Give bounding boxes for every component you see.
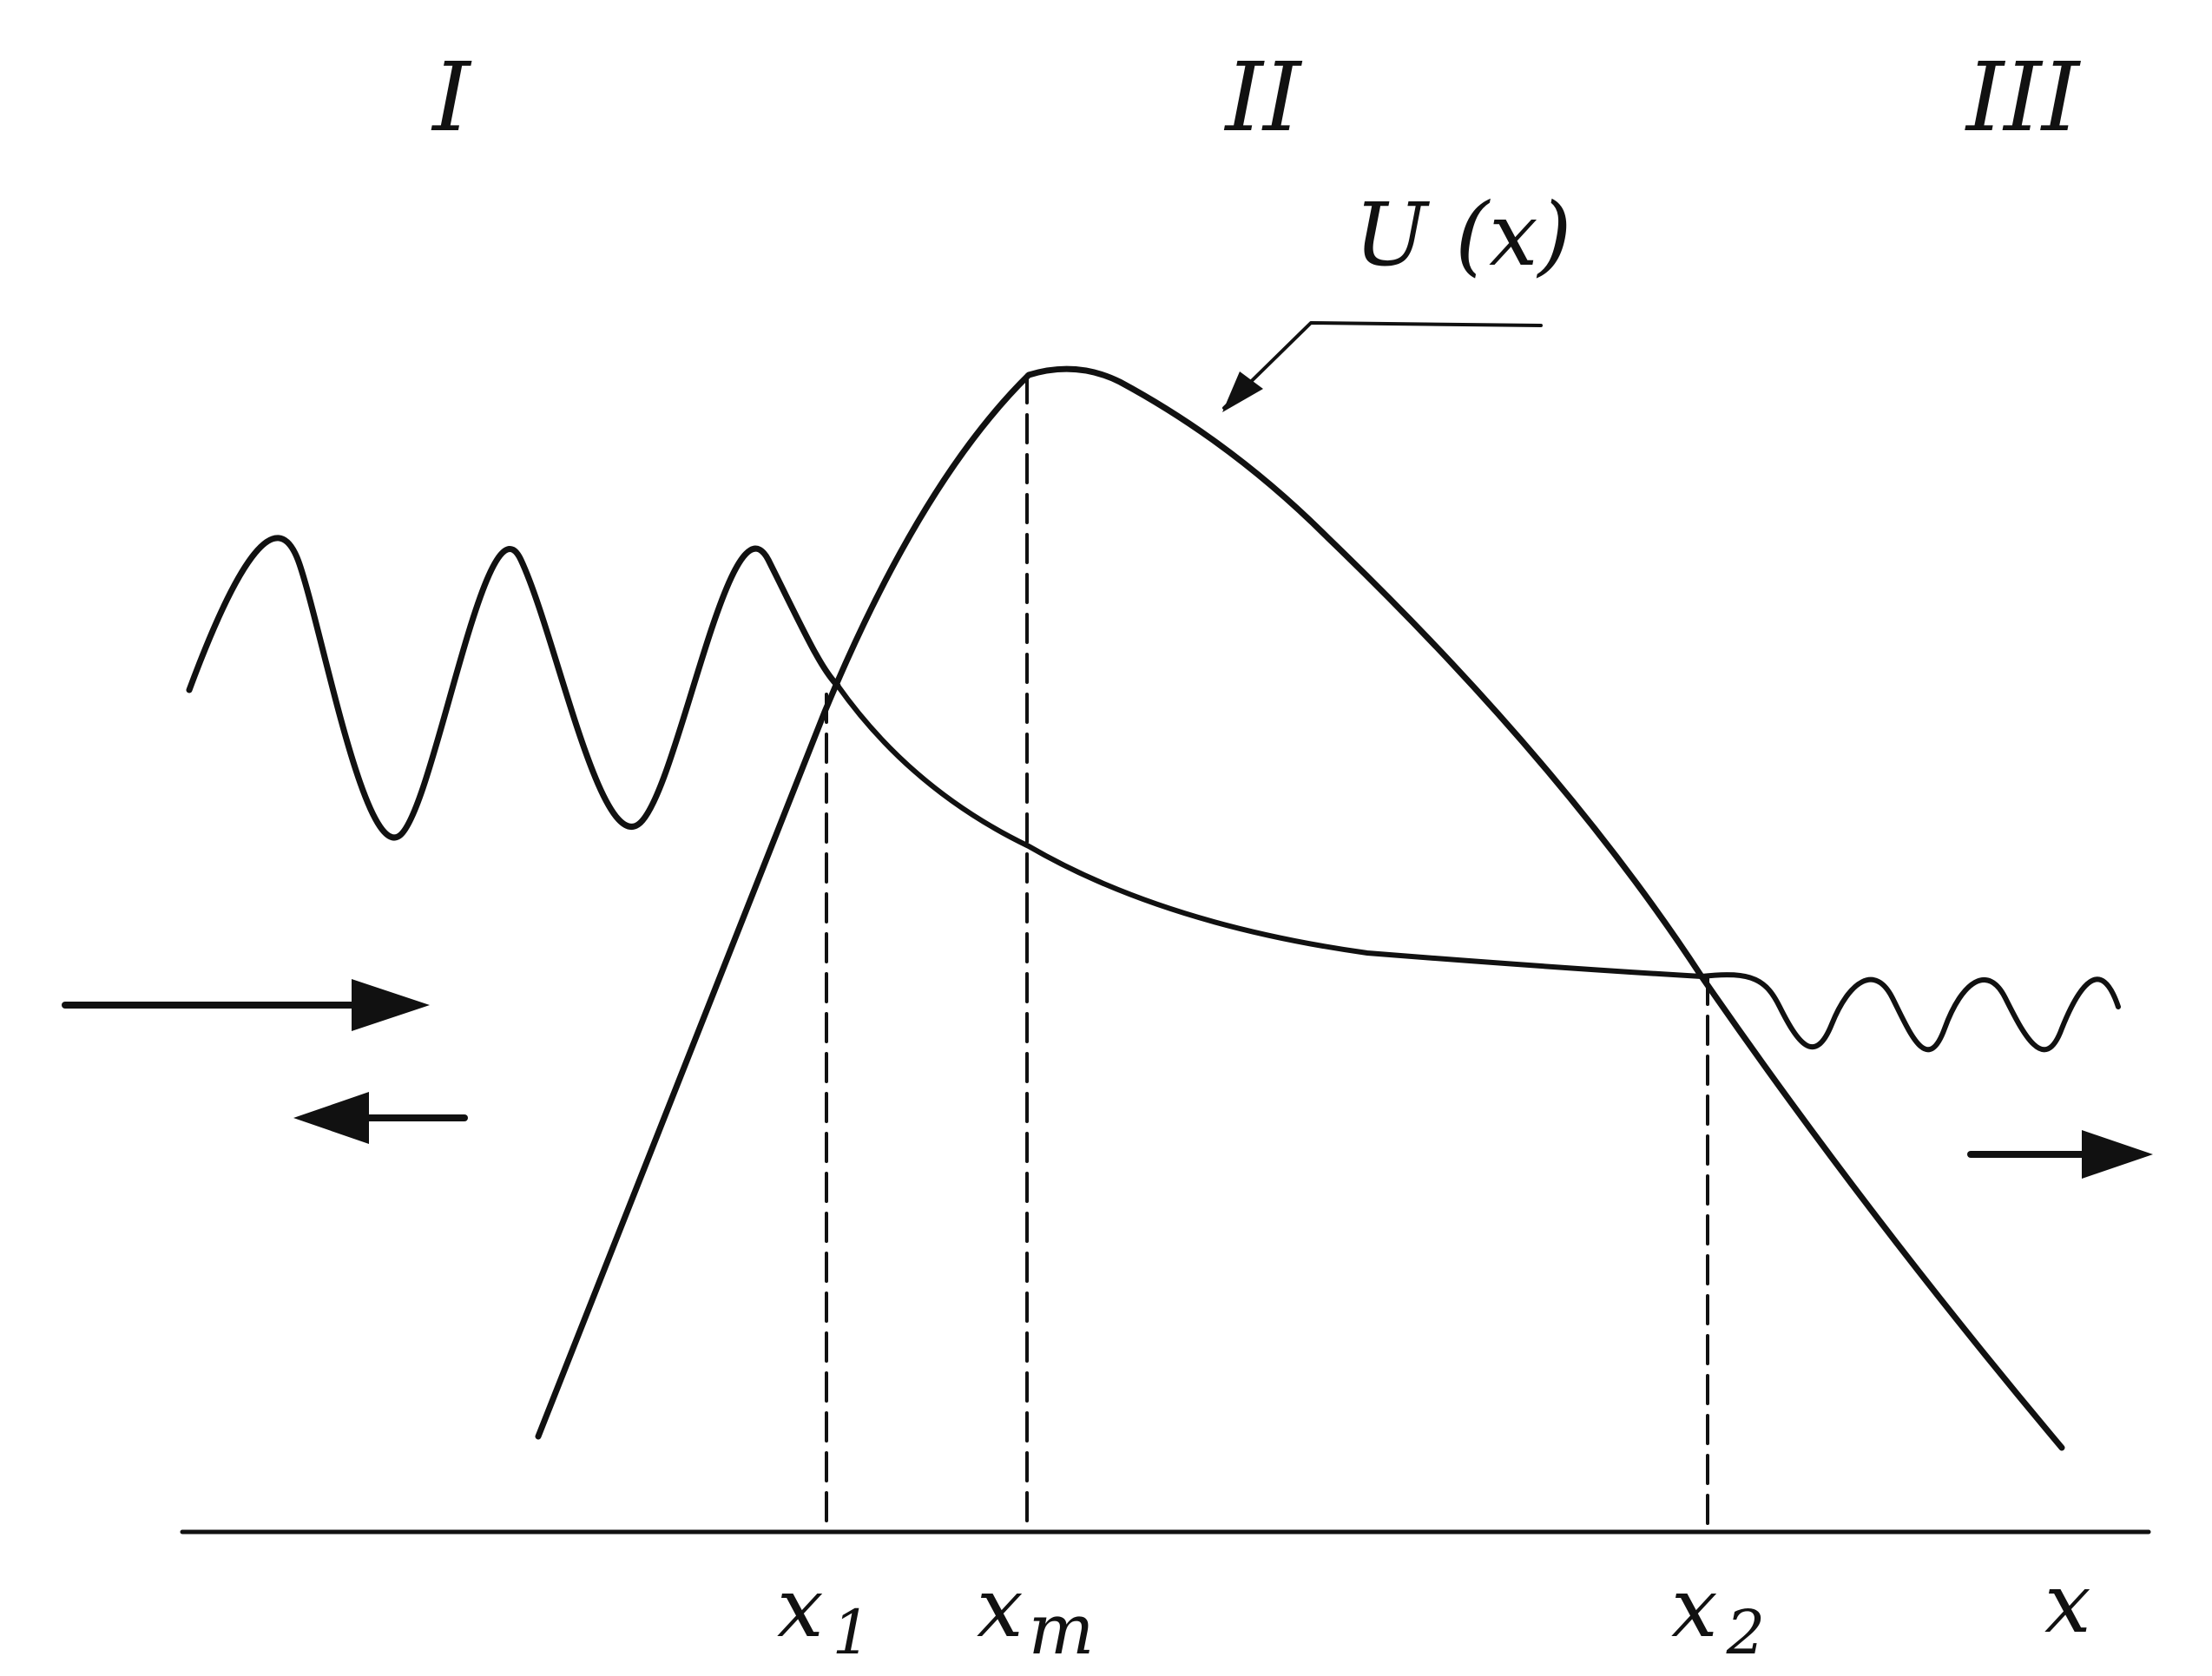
transmitted-wave-arrow — [1967, 1130, 2153, 1179]
curve-label-leader — [1222, 321, 1543, 410]
xm-label: xm — [977, 1561, 1094, 1670]
x2-label-base: x — [1671, 1561, 1718, 1656]
xm-label-sub: m — [1029, 1589, 1095, 1670]
wave-function-region-1 — [186, 535, 841, 841]
wave-function-region-3 — [1699, 972, 2121, 1053]
potential-barrier-curve — [535, 365, 2065, 1451]
x1-label-base: x — [777, 1561, 824, 1656]
x-axis-label: x — [2044, 1556, 2091, 1652]
curve-label-leader-arrowhead — [1222, 371, 1263, 412]
region-label-1: I — [431, 42, 472, 153]
reflected-wave-arrow — [293, 1092, 468, 1144]
incident-wave-arrow — [62, 979, 430, 1031]
region-label-3: III — [1965, 42, 2082, 153]
x2-label-sub: 2 — [1726, 1597, 1766, 1668]
wave-function-region-2-decaying — [835, 683, 1704, 979]
xm-label-base: x — [977, 1561, 1024, 1656]
region-label-2: II — [1224, 42, 1303, 153]
x1-label-sub: 1 — [833, 1597, 872, 1668]
potential-curve-label: U (x) — [1354, 184, 1572, 286]
